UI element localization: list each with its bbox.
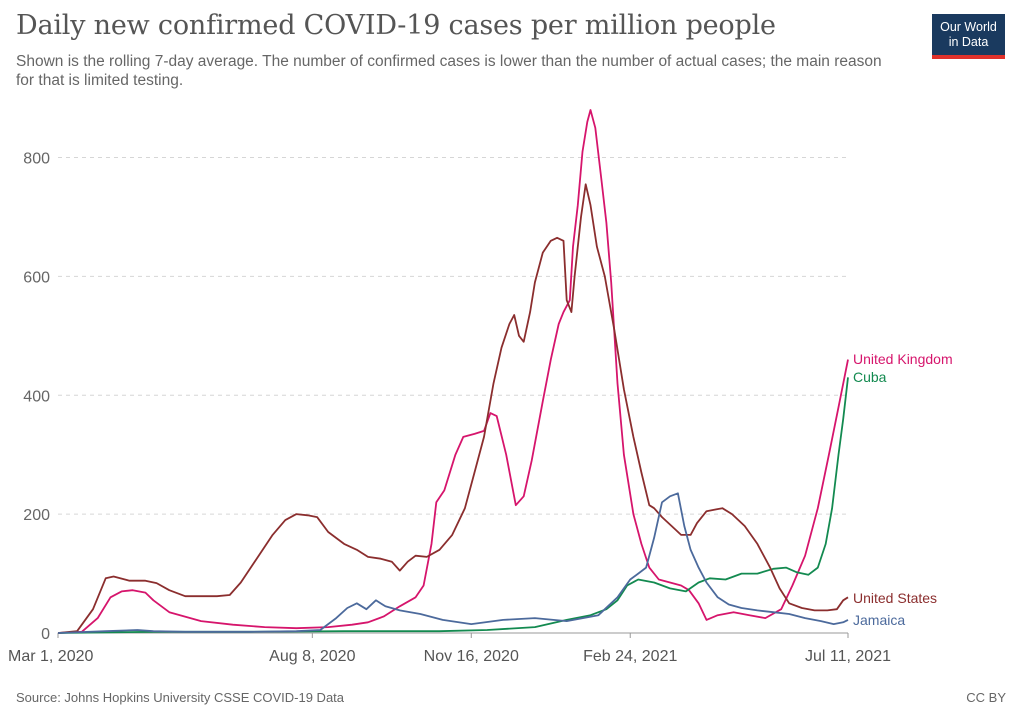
owid-logo[interactable]: Our World in Data bbox=[932, 14, 1005, 59]
series-line-cuba bbox=[57, 377, 849, 634]
series-layer bbox=[57, 109, 849, 634]
series-label-jamaica: Jamaica bbox=[853, 612, 905, 628]
y-tick-label: 800 bbox=[23, 151, 50, 168]
series-label-layer: United Kingdom Cuba United States Jamaica bbox=[853, 351, 953, 628]
logo-line-2: in Data bbox=[948, 35, 989, 49]
x-tick-label: Mar 1, 2020 bbox=[8, 648, 93, 665]
source-note[interactable]: Source: Johns Hopkins University CSSE CO… bbox=[16, 690, 345, 705]
y-tick-label: 200 bbox=[23, 507, 50, 524]
x-tick-label: Nov 16, 2020 bbox=[424, 648, 519, 665]
x-tick-label: Jul 11, 2021 bbox=[805, 648, 891, 665]
series-line-united-kingdom bbox=[57, 109, 849, 634]
license-link[interactable]: CC BY bbox=[966, 690, 1006, 705]
series-line-jamaica bbox=[57, 492, 849, 634]
y-tick-label: 400 bbox=[23, 388, 50, 405]
y-tick-label: 0 bbox=[41, 626, 50, 643]
logo-line-1: Our World bbox=[940, 20, 997, 34]
series-label-united-kingdom: United Kingdom bbox=[853, 351, 953, 367]
y-tick-label: 600 bbox=[23, 269, 50, 286]
series-line-united-states bbox=[57, 183, 849, 634]
grid-layer bbox=[58, 157, 848, 515]
series-label-cuba: Cuba bbox=[853, 369, 887, 385]
x-tick-label: Aug 8, 2020 bbox=[269, 648, 355, 665]
axis-layer: 0 200 400 600 800 Mar 1, 2020 Aug 8, 2020 Nov 1… bbox=[8, 151, 891, 665]
x-tick-label: Feb 24, 2021 bbox=[583, 648, 677, 665]
chart-subtitle: Shown is the rolling 7-day average. The … bbox=[16, 53, 882, 89]
chart-title: Daily new confirmed COVID-19 cases per m… bbox=[16, 10, 776, 41]
series-label-united-states: United States bbox=[853, 590, 937, 606]
